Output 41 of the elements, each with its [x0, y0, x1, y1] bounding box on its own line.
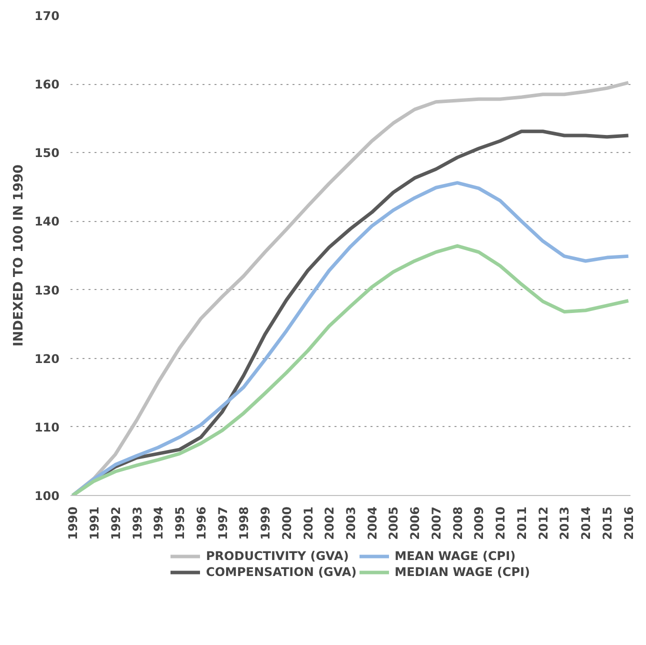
x-tick-label: 2001 [301, 506, 316, 540]
y-tick-label: 100 [34, 489, 60, 503]
x-tick-label: 2004 [365, 506, 380, 540]
x-tick-label: 2014 [579, 506, 594, 540]
y-axis-title: INDEXED TO 100 IN 1990 [11, 164, 26, 347]
x-tick-label: 2005 [386, 506, 401, 540]
legend-label: COMPENSATION (GVA) [206, 565, 357, 579]
x-tick-label: 1990 [66, 506, 80, 540]
x-tick-label: 1991 [88, 506, 102, 540]
x-tick-label: 2002 [322, 506, 337, 540]
x-tick-label: 1998 [237, 506, 252, 540]
x-tick-label: 1993 [130, 506, 144, 540]
x-tick-label: 2015 [600, 506, 614, 540]
x-tick-label: 1992 [108, 506, 123, 540]
legend-label: PRODUCTIVITY (GVA) [206, 549, 349, 563]
x-tick-label: 2000 [280, 506, 294, 540]
y-tick-label: 150 [34, 146, 60, 160]
x-tick-label: 2016 [622, 506, 636, 540]
x-tick-label: 2011 [514, 506, 529, 540]
y-tick-label: 110 [34, 420, 60, 434]
line-series [70, 244, 630, 496]
y-tick-label: 130 [34, 283, 60, 298]
x-tick-label: 2013 [558, 506, 572, 540]
y-tick-label: 120 [34, 352, 60, 366]
x-tick-label: 1996 [194, 506, 208, 540]
x-tick-label: 1997 [216, 506, 230, 540]
legend-label: MEDIAN WAGE (CPI) [394, 565, 530, 579]
x-tick-label: 1999 [258, 506, 273, 540]
x-tick-label: 1994 [152, 506, 166, 540]
x-tick-label: 1995 [173, 506, 188, 540]
legend-label: MEAN WAGE (CPI) [394, 549, 516, 563]
x-tick-label: 2003 [344, 506, 358, 540]
x-tick-label: 2007 [429, 506, 444, 540]
x-tick-label: 2009 [472, 506, 486, 540]
y-tick-label: 170 [34, 9, 60, 23]
x-tick-label: 2012 [536, 506, 550, 540]
y-tick-label: 140 [34, 214, 60, 229]
y-tick-label: 160 [34, 78, 60, 92]
x-tick-label: 2006 [408, 506, 422, 540]
x-tick-label: 2010 [494, 506, 508, 540]
x-tick-label: 2008 [450, 506, 465, 540]
